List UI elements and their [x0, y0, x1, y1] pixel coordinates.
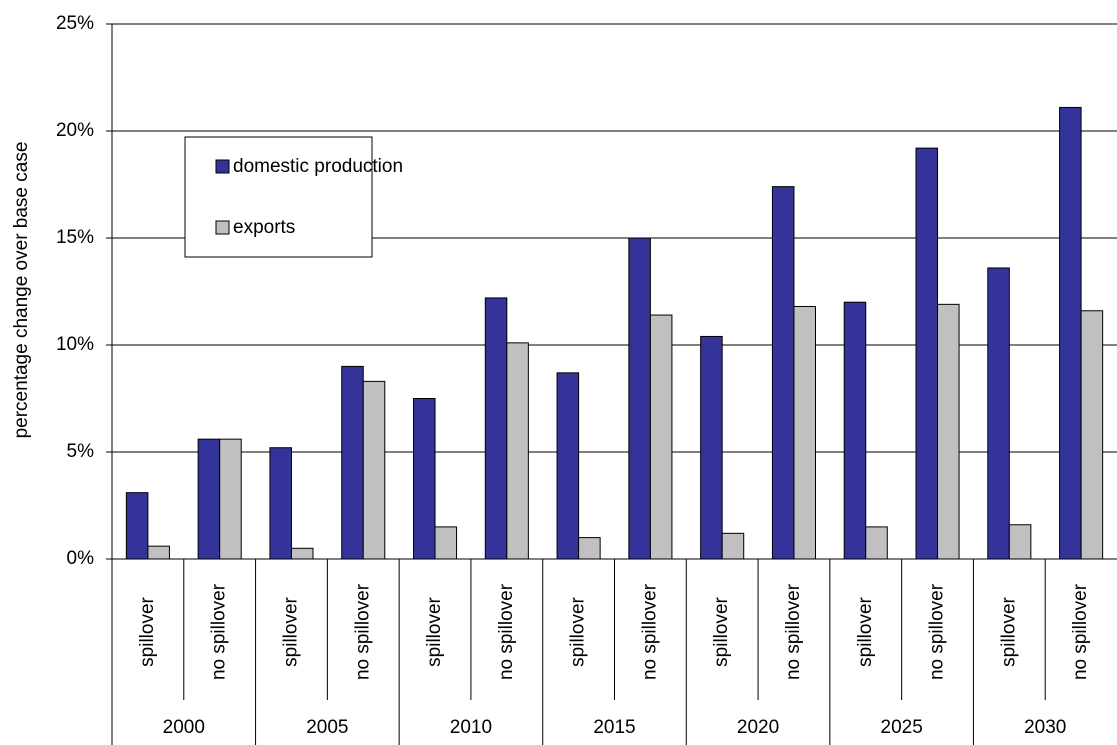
bar	[628, 237, 651, 560]
y-tick-label: 0%	[67, 548, 95, 569]
bar	[771, 186, 795, 560]
y-tick-label: 25%	[56, 13, 94, 34]
bar	[1008, 524, 1032, 560]
x-tick-label: no spillover	[639, 583, 660, 680]
y-tick-label: 20%	[56, 120, 94, 141]
x-tick-label: no spillover	[927, 583, 948, 680]
bar	[987, 267, 1010, 560]
bar	[484, 297, 508, 560]
x-tick-label: spillover	[137, 596, 158, 666]
bar	[434, 526, 458, 560]
bar	[578, 537, 601, 560]
legend-box	[184, 136, 373, 258]
group-label: 2030	[1024, 717, 1066, 738]
bar	[915, 147, 939, 560]
bar	[1080, 310, 1104, 560]
bar	[290, 547, 314, 560]
legend: domestic production exports	[184, 136, 403, 258]
group-label: 2010	[450, 717, 492, 738]
x-tick-label: no spillover	[352, 583, 373, 680]
bar	[219, 438, 242, 560]
bar	[341, 365, 364, 560]
legend-swatch	[215, 220, 230, 235]
bar	[649, 314, 673, 560]
group-label: 2015	[593, 717, 635, 738]
x-tick-label: no spillover	[496, 583, 517, 680]
bar	[843, 301, 867, 560]
bar	[362, 380, 386, 560]
bar	[269, 447, 292, 560]
x-tick-label: spillover	[855, 596, 876, 666]
group-label: 2020	[737, 717, 779, 738]
x-tick-label: spillover	[998, 596, 1019, 666]
group-label: 2000	[163, 717, 205, 738]
bar	[506, 342, 529, 560]
x-tick-label: spillover	[280, 596, 301, 666]
bar	[793, 305, 817, 560]
legend-swatch	[215, 159, 230, 174]
bar	[197, 438, 221, 560]
bar	[147, 545, 170, 560]
bar	[937, 303, 960, 560]
y-tick-label: 5%	[67, 441, 95, 462]
bar	[721, 532, 745, 560]
x-tick-label: spillover	[424, 596, 445, 666]
group-label: 2005	[306, 717, 348, 738]
x-tick-label: no spillover	[783, 583, 804, 680]
legend-label: exports	[233, 217, 295, 238]
group-label: 2025	[881, 717, 923, 738]
bar	[700, 335, 723, 560]
bar	[865, 526, 888, 560]
y-tick-label: 15%	[56, 227, 94, 248]
bar	[1059, 106, 1082, 560]
x-tick-label: no spillover	[209, 583, 230, 680]
x-tick-label: no spillover	[1070, 583, 1091, 680]
x-tick-label: spillover	[568, 596, 589, 666]
legend-label: domestic production	[233, 156, 403, 177]
bar	[556, 372, 580, 560]
bar	[413, 398, 436, 560]
y-tick-label: 10%	[56, 334, 94, 355]
y-axis-label: percentage change over base case	[11, 142, 32, 439]
bar	[125, 492, 149, 560]
x-tick-label: spillover	[711, 596, 732, 666]
